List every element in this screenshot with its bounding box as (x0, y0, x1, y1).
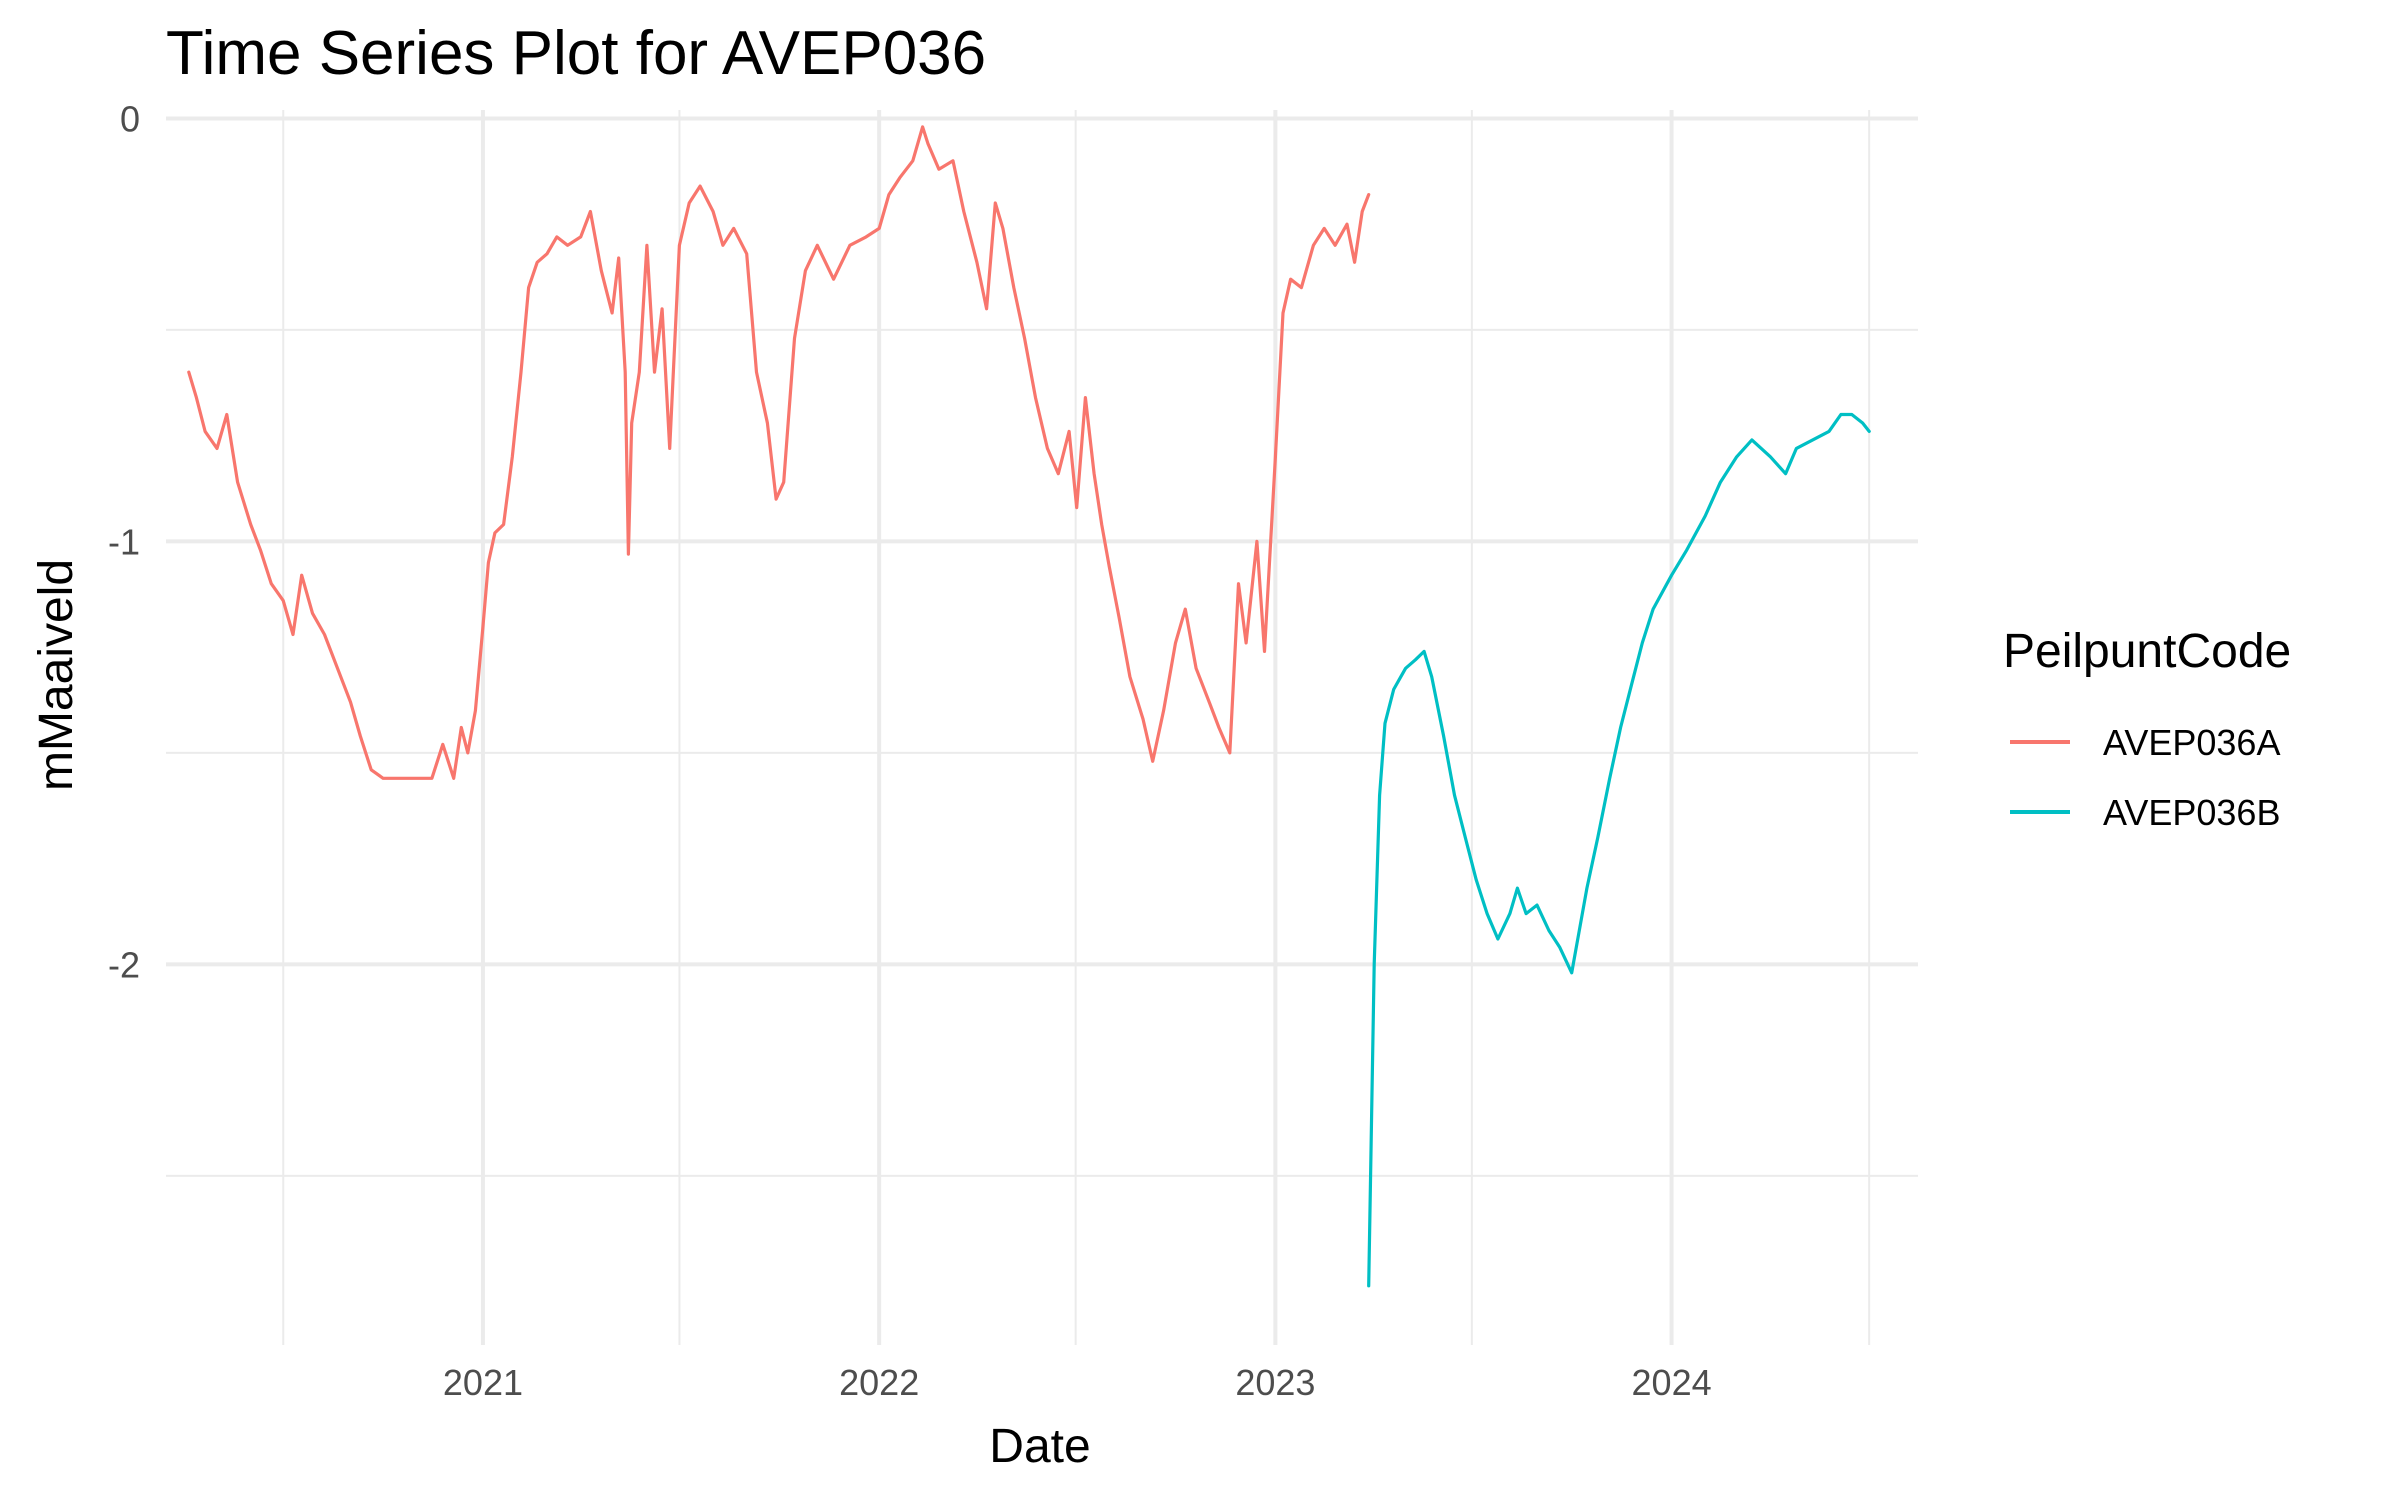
series-line-avep036a (187, 125, 1371, 780)
y-tick-label: -2 (108, 944, 140, 985)
minor-gridlines-y (166, 328, 1918, 1177)
minor-gridlines-x (282, 110, 1871, 1345)
x-tick-label: 2022 (839, 1362, 919, 1403)
y-tick-label: -1 (108, 521, 140, 562)
x-tick-label: 2021 (443, 1362, 523, 1403)
legend-title: PeilpuntCode (2003, 625, 2291, 678)
legend: PeilpuntCode AVEP036A AVEP036B (2003, 625, 2291, 833)
y-axis-title: mMaaiveld (30, 559, 83, 791)
x-axis-title: Date (989, 1420, 1090, 1473)
y-tick-label: 0 (120, 98, 140, 139)
major-gridlines-x (480, 110, 1674, 1345)
series-lines (187, 125, 1871, 1288)
y-axis-tick-labels: 0 -1 -2 (108, 98, 140, 985)
x-tick-label: 2023 (1235, 1362, 1315, 1403)
series-line-avep036b (1367, 412, 1871, 1288)
x-axis-tick-labels: 2021 2022 2023 2024 (443, 1362, 1712, 1403)
major-gridlines-y (166, 116, 1918, 967)
x-tick-label: 2024 (1632, 1362, 1712, 1403)
legend-label-avep036a: AVEP036A (2103, 722, 2280, 763)
legend-label-avep036b: AVEP036B (2103, 792, 2280, 833)
chart-title: Time Series Plot for AVEP036 (166, 19, 986, 88)
